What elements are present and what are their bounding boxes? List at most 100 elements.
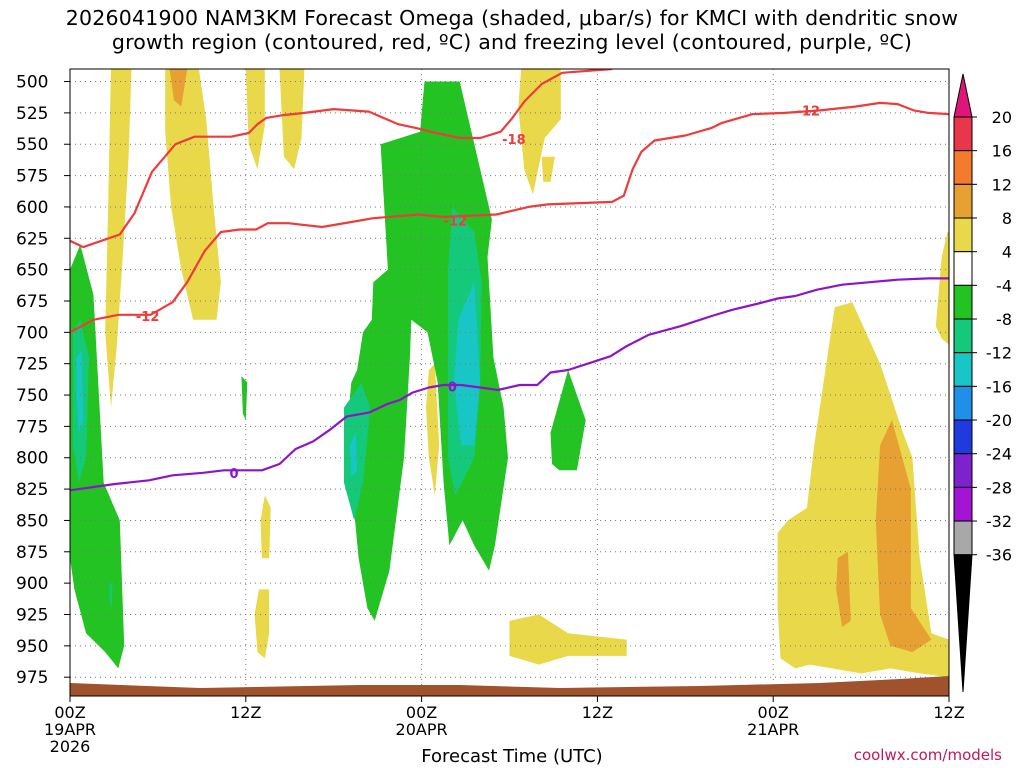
colorbar-label-4: 4 — [1002, 243, 1012, 262]
x-tick-label-48: 00Z — [758, 703, 789, 722]
omega-region-23 — [344, 382, 371, 521]
omega-region-2 — [169, 69, 188, 107]
omega-region-24 — [349, 432, 358, 477]
colorbar-swatch-4 — [953, 251, 973, 286]
omega-region-7 — [518, 69, 561, 195]
omega-region-19 — [241, 376, 248, 421]
contour-lines: -18 -12 -12 -12 0 0 — [70, 69, 949, 492]
colorbar-swatch-0 — [953, 116, 973, 152]
colorbar-label-0: 20 — [992, 108, 1012, 127]
credit-text: coolwx.com/models — [853, 746, 1002, 764]
omega-region-0 — [105, 69, 132, 408]
freezing-label-1: 0 — [448, 380, 457, 395]
colorbar: 20 16 12 8 4 -4 -8 -12 -16 -20 -24 -28 -32 -36 — [953, 73, 1012, 693]
y-tick-label-625: 625 — [16, 229, 48, 249]
omega-region-25 — [550, 370, 586, 471]
plot-frame — [69, 68, 950, 697]
colorbar-label-6: -8 — [996, 310, 1012, 329]
y-tick-label-875: 875 — [16, 543, 48, 563]
y-tick-label-675: 675 — [16, 292, 48, 312]
chart-title-line2: growth region (contoured, red, ºC) and f… — [111, 30, 913, 54]
terrain-band — [70, 676, 949, 696]
y-tick-label-550: 550 — [16, 135, 48, 155]
y-tick-label-500: 500 — [16, 73, 48, 93]
colorbar-swatch-12 — [953, 520, 973, 556]
y-tick-label-700: 700 — [16, 323, 48, 343]
omega-shading — [70, 69, 949, 678]
freezing-level-contour — [70, 277, 949, 492]
x-tick-label-24: 00Z — [406, 703, 437, 722]
omega-region-13 — [875, 420, 932, 653]
colorbar-label-10: -24 — [986, 445, 1012, 464]
colorbar-label-8: -16 — [986, 377, 1012, 396]
x-tick-label-0: 00Z — [54, 703, 85, 722]
y-tick-label-825: 825 — [16, 480, 48, 500]
y-tick-label-600: 600 — [16, 198, 48, 218]
y-tick-label-950: 950 — [16, 637, 48, 657]
colorbar-swatch-10 — [953, 453, 973, 488]
colorbar-swatch-1 — [953, 150, 973, 185]
omega-region-22 — [453, 282, 481, 446]
x-axis-title: Forecast Time (UTC) — [421, 746, 603, 767]
colorbar-swatch-8 — [953, 385, 973, 421]
y-tick-label-775: 775 — [16, 417, 48, 437]
y-tick-label-900: 900 — [16, 574, 48, 594]
y-tick-label-850: 850 — [16, 511, 48, 531]
dgz-label-0: -18 — [502, 133, 526, 148]
x-tick-year-0: 2026 — [50, 737, 91, 756]
colorbar-swatch-5 — [953, 284, 973, 320]
omega-region-20 — [346, 81, 508, 621]
colorbar-label-13: -36 — [986, 546, 1012, 565]
dgz-contour-1 — [70, 101, 949, 334]
x-tick-date-0: 19APR — [44, 720, 96, 739]
x-tick-date-48: 21APR — [747, 720, 799, 739]
omega-region-6 — [254, 589, 270, 659]
omega-region-11 — [777, 302, 949, 678]
terrain-strip — [70, 676, 949, 696]
omega-region-10 — [509, 614, 627, 665]
y-tick-label-725: 725 — [16, 355, 48, 375]
chart-title: 2026041900 NAM3KM Forecast Omega (shaded… — [0, 6, 1024, 54]
y-tick-label-750: 750 — [16, 386, 48, 406]
omega-region-14 — [935, 232, 949, 345]
omega-region-9 — [426, 363, 440, 496]
colorbar-label-9: -20 — [986, 411, 1012, 430]
y-tick-label-975: 975 — [16, 668, 48, 688]
x-tick-label-60: 12Z — [933, 703, 964, 722]
omega-region-3 — [245, 69, 265, 170]
dgz-contour-0 — [70, 69, 613, 249]
colorbar-bottom-arrow — [953, 554, 973, 693]
y-tick-label-575: 575 — [16, 167, 48, 187]
y-tick-label-925: 925 — [16, 605, 48, 625]
x-tick-date-24: 20APR — [396, 720, 448, 739]
colorbar-label-12: -32 — [986, 512, 1012, 531]
freezing-label-0: 0 — [230, 467, 239, 482]
colorbar-swatch-9 — [953, 419, 973, 455]
omega-region-17 — [76, 351, 84, 433]
omega-region-1 — [165, 69, 221, 320]
colorbar-top-arrow — [953, 73, 973, 118]
x-tick-label-12: 12Z — [230, 703, 261, 722]
y-tick-label-525: 525 — [16, 104, 48, 124]
colorbar-label-1: 16 — [992, 142, 1012, 161]
omega-region-18 — [109, 583, 113, 609]
colorbar-label-3: 8 — [1002, 209, 1012, 228]
colorbar-label-2: 12 — [992, 175, 1012, 194]
colorbar-swatch-6 — [953, 318, 973, 354]
colorbar-swatch-3 — [953, 217, 973, 253]
colorbar-swatch-2 — [953, 183, 973, 219]
y-tick-label-650: 650 — [16, 261, 48, 281]
colorbar-label-11: -28 — [986, 478, 1012, 497]
colorbar-swatch-11 — [953, 486, 973, 522]
y-tick-label-800: 800 — [16, 449, 48, 469]
chart-title-line1: 2026041900 NAM3KM Forecast Omega (shaded… — [65, 6, 959, 30]
omega-region-8 — [541, 156, 555, 182]
colorbar-label-7: -12 — [986, 344, 1012, 363]
omega-region-12 — [836, 551, 851, 627]
omega-region-4 — [279, 69, 305, 170]
dgz-label-2: -12 — [136, 310, 160, 325]
dgz-label-1: -12 — [444, 215, 468, 230]
dgz-label-3: -12 — [797, 104, 821, 119]
